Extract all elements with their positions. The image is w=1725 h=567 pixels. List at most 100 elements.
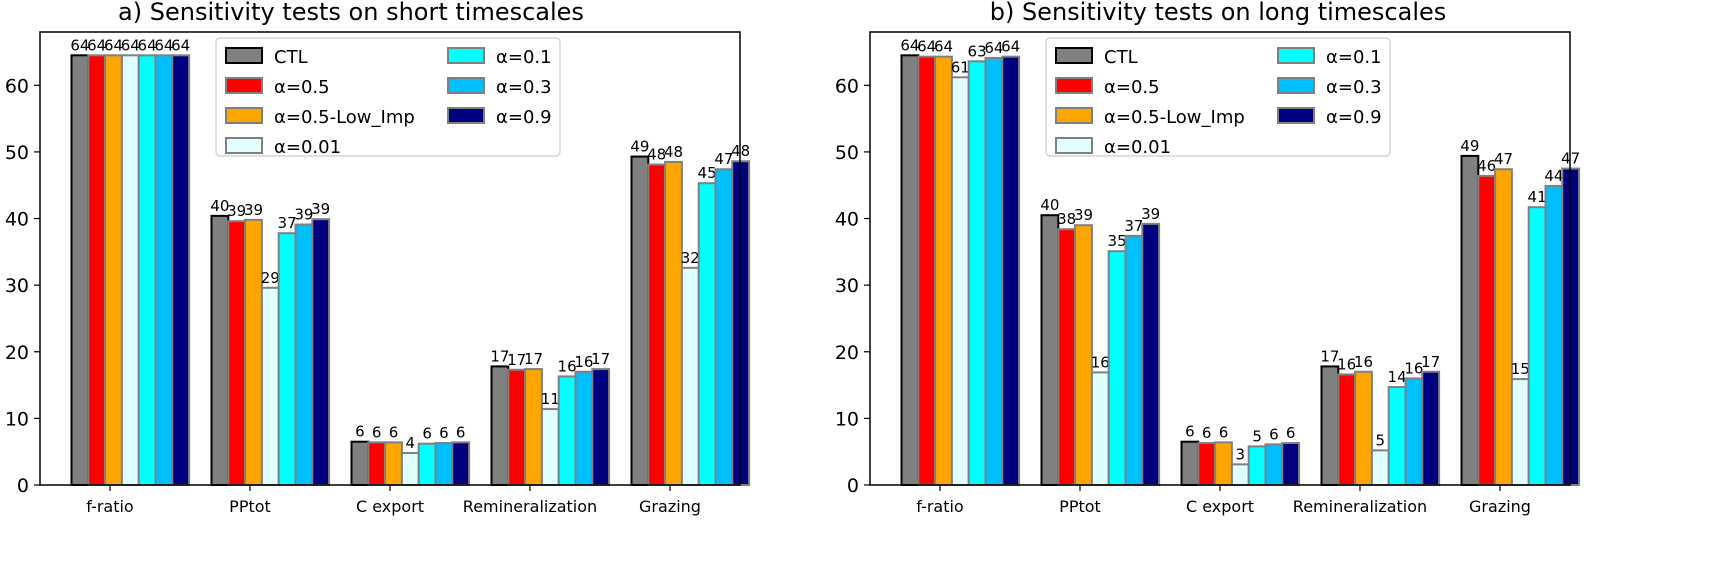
data-label: 3 [1236,445,1246,463]
bar-grazing-series-2 [1494,168,1513,486]
bar-c-export-series-2 [384,441,403,486]
bar-remineralization-series-5 [574,370,594,486]
bar-remineralization-series-6 [591,368,611,486]
x-tick-label: Remineralization [463,497,597,516]
bar-c-export-series-4 [1247,445,1267,486]
data-label: 6 [372,423,382,441]
legend-box [1045,37,1391,157]
data-label: 47 [714,150,733,168]
bar-remineralization-series-1 [1337,373,1357,486]
bar-grazing-series-4 [697,182,717,486]
bar-remineralization-series-0 [1320,365,1340,487]
data-label: 48 [647,146,666,164]
legend: CTL α=0.5 α=0.5-Low_Imp α=0.01 α=0.1 α=0.3 α=0… [215,37,561,158]
data-label: 17 [591,350,610,368]
bar-pptot-series-1 [227,220,247,486]
legend-swatch [1277,107,1315,124]
data-label: 39 [227,202,246,220]
legend-swatch [1277,47,1315,64]
legend-swatch [1277,77,1315,94]
legend-label: CTL [1104,47,1138,68]
data-label: 64 [917,38,936,56]
data-label: 6 [422,425,432,443]
data-label: 64 [934,38,953,56]
bar-f-ratio-series-0 [900,54,920,486]
data-label: 63 [968,42,987,60]
data-label: 64 [70,36,89,54]
bar-f-ratio-series-2 [934,55,953,487]
bar-c-export-series-2 [1214,441,1233,486]
legend-label: α=0.9 [1326,107,1382,128]
data-label: 39 [1074,206,1093,224]
x-tick-label: C export [356,497,424,516]
data-label: 6 [456,423,466,441]
y-tick-label: 50 [5,142,29,164]
data-label: 6 [355,423,365,441]
chart-title: b) Sensitivity tests on long timescales [990,0,1447,26]
legend-label: α=0.1 [496,47,552,68]
data-label: 6 [1286,424,1296,442]
data-label: 37 [1124,217,1143,235]
bar-c-export-series-0 [1180,440,1200,487]
data-label: 64 [121,36,140,54]
data-label: 35 [1108,232,1127,250]
legend-label: α=0.01 [274,137,341,158]
data-label: 16 [1404,359,1423,377]
data-label: 64 [171,36,190,54]
data-label: 49 [630,138,649,156]
legend-swatch [225,47,263,64]
bar-remineralization-series-0 [490,365,510,487]
axes-frame [869,31,1571,486]
bar-pptot-series-0 [210,214,230,487]
legend-swatch [1055,137,1093,154]
chart-panel-b: b) Sensitivity tests on long timescales6… [835,0,1580,516]
chart-panel-a: a) Sensitivity tests on short timescales… [5,0,750,516]
legend-label: α=0.5-Low_Imp [1104,107,1245,128]
data-label: 11 [541,390,560,408]
bar-f-ratio-series-1 [87,54,107,486]
bar-c-export-series-0 [350,440,370,487]
bar-f-ratio-series-6 [1001,55,1021,487]
data-label: 49 [1460,137,1479,155]
data-label: 17 [490,347,509,365]
y-tick-label: 0 [847,475,859,497]
legend-swatch [225,137,263,154]
legend-swatch [447,47,485,64]
bar-remineralization-series-2 [1354,370,1373,486]
data-label: 6 [1202,424,1212,442]
data-label: 6 [1219,423,1229,441]
bar-remineralization-series-4 [1387,386,1407,487]
bar-remineralization-series-2 [524,368,543,486]
data-label: 64 [1001,38,1020,56]
legend-box [215,37,561,157]
legend-swatch [1055,107,1093,124]
data-label: 17 [507,351,526,369]
bar-c-export-series-1 [1197,442,1217,486]
bar-pptot-series-2 [1074,224,1093,486]
data-label: 5 [1376,431,1386,449]
data-label: 4 [406,434,416,452]
y-tick-label: 60 [5,75,29,97]
data-label: 16 [1091,353,1110,371]
bar-c-export-series-3 [1230,463,1250,487]
data-label: 64 [154,36,173,54]
bar-pptot-series-1 [1057,228,1077,486]
data-label: 16 [1354,353,1373,371]
y-tick-label: 40 [835,209,859,231]
x-tick-label: PPtot [1059,497,1101,516]
bar-remineralization-series-4 [557,375,577,486]
bar-pptot-series-3 [260,286,280,486]
bar-grazing-series-5 [714,168,734,486]
y-tick-label: 30 [5,275,29,297]
data-label: 39 [244,201,263,219]
data-label: 17 [524,350,543,368]
bar-remineralization-series-1 [507,368,527,486]
bar-pptot-series-6 [311,218,331,486]
bar-f-ratio-series-4 [137,54,157,486]
data-label: 6 [1185,423,1195,441]
legend-label: α=0.3 [496,77,552,98]
bar-grazing-series-0 [630,155,650,486]
y-tick-label: 20 [835,342,859,364]
data-label: 39 [311,200,330,218]
